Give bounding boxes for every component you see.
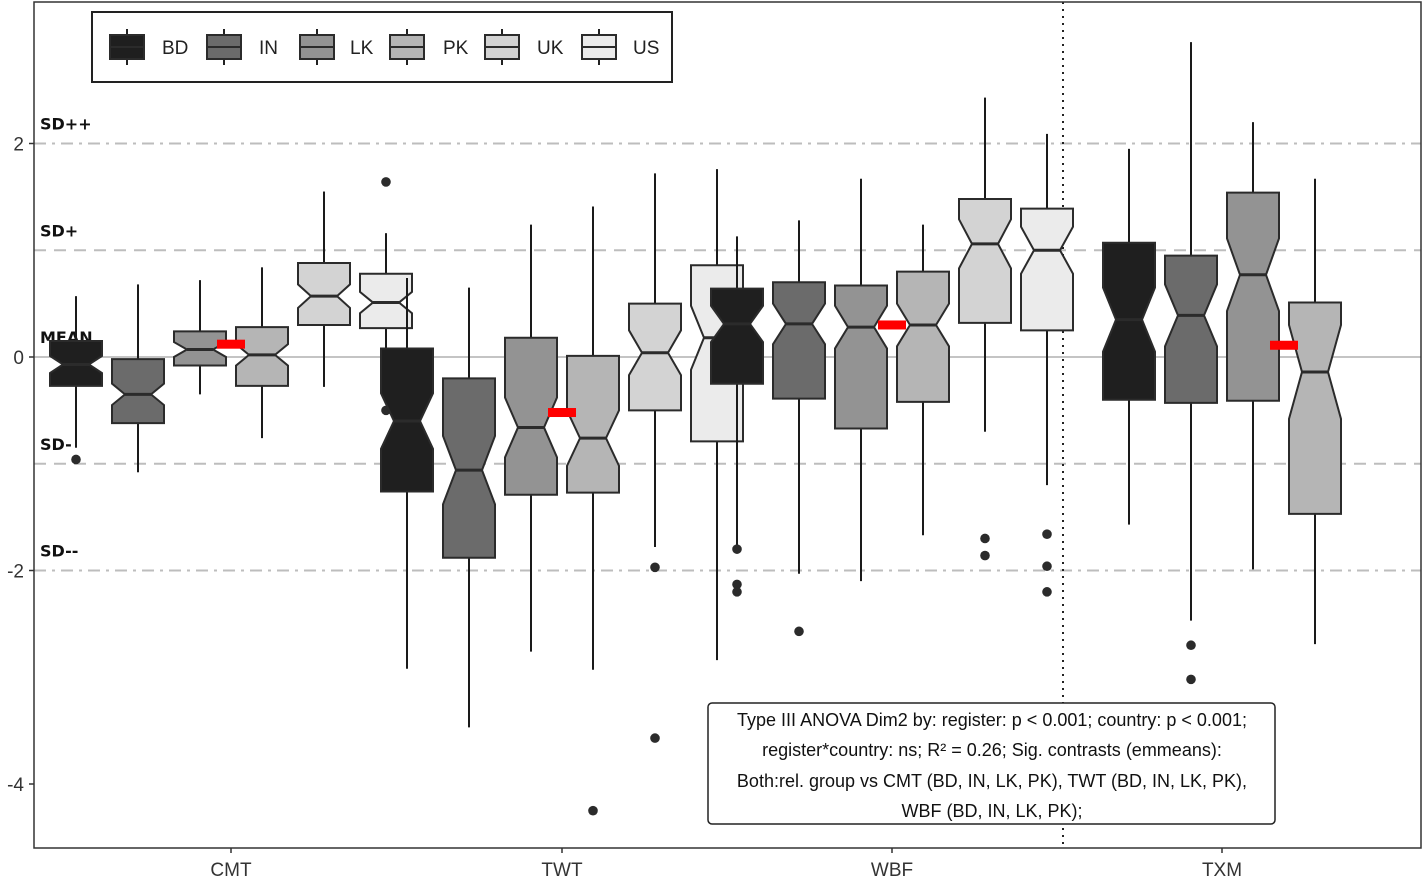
legend-box <box>91 11 673 83</box>
box-wbf-us <box>1020 133 1074 597</box>
box-body <box>297 262 351 326</box>
box-wbf-pk <box>896 224 950 536</box>
box-wbf-uk <box>958 97 1012 561</box>
outlier-point <box>732 587 742 597</box>
box-body <box>442 377 496 559</box>
y-tick-label: -2 <box>7 562 24 583</box>
outlier-point <box>1186 674 1196 685</box>
annotation-line: register*country: ns; R² = 0.26; Sig. co… <box>762 740 1222 760</box>
outlier-point <box>650 562 660 573</box>
box-cmt-uk <box>297 191 351 387</box>
box-body <box>772 281 826 400</box>
box-wbf-bd <box>710 236 764 597</box>
group-mean-marker <box>1270 340 1298 350</box>
box-body <box>359 272 413 330</box>
annotation-box <box>707 702 1276 825</box>
box-body <box>1164 254 1218 404</box>
x-tick-label: CMT <box>210 860 252 880</box>
group-mean-marker <box>217 339 245 349</box>
outlier-point <box>381 177 391 187</box>
box-cmt-lk <box>173 280 227 395</box>
box-body <box>628 302 682 412</box>
box-body <box>834 284 888 430</box>
outlier-point <box>650 733 660 743</box>
box-body <box>1226 191 1280 402</box>
box-txm-pk <box>1288 178 1342 645</box>
legend-label-us: US <box>633 38 659 59</box>
outlier-point <box>732 579 742 590</box>
box-body <box>566 354 620 494</box>
box-txm-in <box>1164 42 1218 685</box>
box-body <box>1020 207 1074 332</box>
y-tick-label: 2 <box>13 135 24 156</box>
box-body <box>1288 301 1342 515</box>
anova-annotation: Type III ANOVA Dim2 by: register: p < 0.… <box>707 702 1276 825</box>
box-twt-uk <box>628 173 682 743</box>
axes: -4 -2 0 2 CMT TWT WBF TXM <box>7 1 1422 880</box>
box-body <box>504 336 558 496</box>
box-wbf-in <box>772 220 826 637</box>
outlier-point <box>732 544 742 554</box>
x-tick-label: TXM <box>1202 860 1242 880</box>
reference-line-label: SD-- <box>40 542 78 561</box>
x-tick-label: TWT <box>541 860 583 880</box>
reference-line-label: SD- <box>40 435 72 454</box>
outlier-point <box>1042 529 1052 540</box>
box-cmt-us <box>359 177 413 416</box>
reference-line-label: SD+ <box>40 221 78 240</box>
legend-label-bd: BD <box>162 38 188 59</box>
legend-key-bd <box>109 29 145 65</box>
box-cmt-bd <box>49 296 103 465</box>
legend-label-in: IN <box>259 38 278 59</box>
reference-line-label: SD++ <box>40 115 92 134</box>
box-txm-lk <box>1226 122 1280 570</box>
box-body <box>710 287 764 385</box>
legend: BD IN LK PK UK US <box>91 11 673 83</box>
annotation-line: WBF (BD, IN, LK, PK); <box>901 801 1082 821</box>
box-body <box>896 270 950 403</box>
outlier-point <box>1042 561 1052 572</box>
box-twt-bd <box>380 278 434 669</box>
legend-label-uk: UK <box>537 38 564 59</box>
outlier-point <box>980 533 990 544</box>
y-tick-label: -4 <box>7 775 24 796</box>
box-body <box>235 326 289 387</box>
outlier-point <box>980 550 990 561</box>
group-mean-marker <box>548 408 576 418</box>
annotation-line: Type III ANOVA Dim2 by: register: p < 0.… <box>737 710 1247 730</box>
legend-key-in <box>206 29 242 65</box>
outlier-point <box>588 805 598 816</box>
box-cmt-in <box>111 284 165 473</box>
box-twt-lk <box>504 224 558 652</box>
legend-key-pk <box>389 29 425 65</box>
box-twt-in <box>442 287 496 728</box>
legend-label-lk: LK <box>350 38 374 59</box>
box-cmt-pk <box>235 267 289 439</box>
outlier-point <box>71 454 81 465</box>
legend-label-pk: PK <box>443 38 469 59</box>
legend-key-uk <box>484 29 520 65</box>
outlier-point <box>1186 640 1196 651</box>
panel-border <box>33 1 1422 849</box>
outlier-point <box>794 626 804 637</box>
y-tick-label: 0 <box>13 348 24 369</box>
x-tick-label: WBF <box>871 860 913 880</box>
legend-key-us <box>581 29 617 65</box>
group-mean-marker <box>878 320 906 330</box>
outlier-point <box>1042 587 1052 597</box>
box-wbf-lk <box>834 178 888 582</box>
box-body <box>111 358 165 425</box>
annotation-line: Both:rel. group vs CMT (BD, IN, LK, PK),… <box>737 771 1247 791</box>
box-body <box>958 198 1012 324</box>
box-twt-pk <box>566 206 620 816</box>
box-body <box>1102 241 1156 401</box>
box-txm-bd <box>1102 148 1156 525</box>
legend-key-lk <box>299 29 335 65</box>
